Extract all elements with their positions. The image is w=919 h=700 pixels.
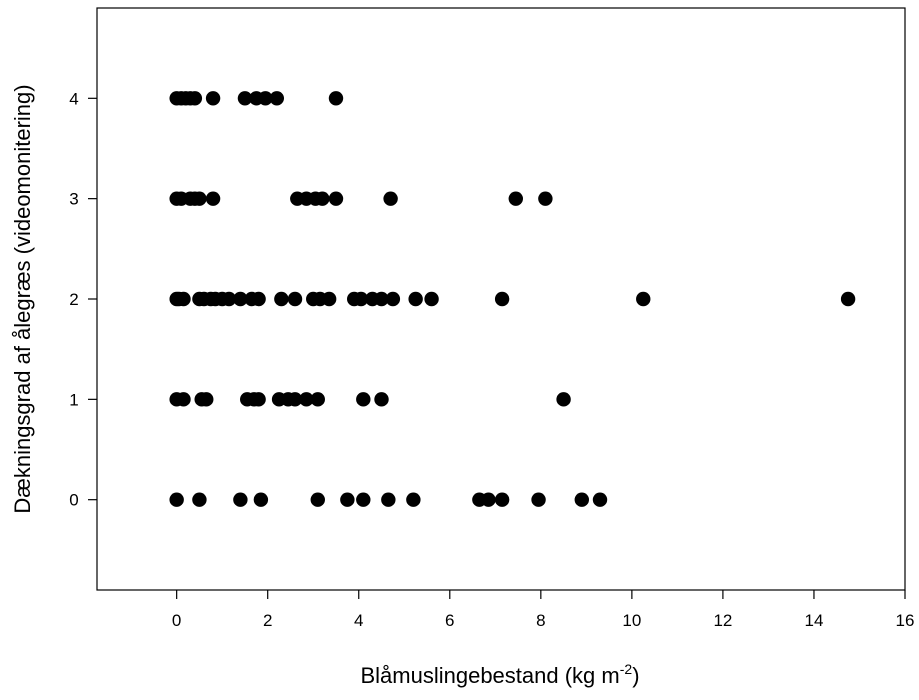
data-point xyxy=(592,492,608,507)
data-point xyxy=(258,91,273,106)
data-point xyxy=(251,392,266,407)
data-point xyxy=(383,191,398,206)
data-point xyxy=(269,91,285,106)
data-point xyxy=(353,291,369,307)
data-point xyxy=(199,392,214,407)
data-point xyxy=(556,392,571,407)
data-point xyxy=(494,492,510,507)
x-tick-label: 2 xyxy=(263,611,272,630)
data-point xyxy=(381,492,396,507)
x-tick-label: 4 xyxy=(354,611,363,630)
x-axis: 0 2 4 6 8 10 12 14 16 xyxy=(172,590,915,630)
x-tick-label: 8 xyxy=(536,611,545,630)
data-point xyxy=(356,492,371,507)
x-tick-label: 12 xyxy=(713,611,732,630)
data-point xyxy=(310,492,325,507)
data-point xyxy=(205,191,221,206)
data-point xyxy=(636,291,651,307)
data-point xyxy=(169,492,184,507)
data-point xyxy=(328,191,344,206)
y-axis: 0 1 2 3 4 xyxy=(69,89,97,510)
data-points xyxy=(169,91,856,507)
x-tick-label: 0 xyxy=(172,611,181,630)
data-point xyxy=(251,291,266,307)
y-tick-label: 1 xyxy=(69,390,78,409)
x-tick-label: 6 xyxy=(445,611,454,630)
data-point xyxy=(287,392,303,407)
data-point xyxy=(508,191,523,206)
data-point xyxy=(531,492,546,507)
data-point xyxy=(374,392,389,407)
y-axis-title: Dækningsgrad af ålegræs (videomonitering… xyxy=(10,84,35,513)
data-point xyxy=(187,91,203,106)
data-point xyxy=(408,291,423,307)
data-point xyxy=(299,392,314,407)
data-point xyxy=(385,291,401,307)
data-point xyxy=(494,291,510,307)
data-point xyxy=(274,291,289,307)
data-point xyxy=(287,291,303,307)
data-point xyxy=(192,492,207,507)
data-point xyxy=(424,291,439,307)
x-tick-label: 16 xyxy=(896,611,915,630)
data-point xyxy=(328,91,344,106)
y-tick-label: 3 xyxy=(69,190,78,209)
data-point xyxy=(406,492,421,507)
data-point xyxy=(176,392,191,407)
data-point xyxy=(253,492,269,507)
data-point xyxy=(315,191,330,206)
data-point xyxy=(374,291,389,307)
y-tick-label: 2 xyxy=(69,290,78,309)
x-axis-title: Blåmuslingebestand (kg m-2) xyxy=(360,661,639,688)
data-point xyxy=(221,291,237,307)
data-point xyxy=(176,291,191,307)
data-point xyxy=(310,392,325,407)
data-point xyxy=(233,291,248,307)
data-point xyxy=(233,492,248,507)
data-point xyxy=(574,492,589,507)
y-tick-label: 4 xyxy=(69,89,78,108)
x-tick-label: 10 xyxy=(622,611,641,630)
data-point xyxy=(481,492,496,507)
data-point xyxy=(356,392,371,407)
data-point xyxy=(321,291,337,307)
data-point xyxy=(340,492,355,507)
data-point xyxy=(205,91,221,106)
data-point xyxy=(237,91,253,106)
data-point xyxy=(538,191,553,206)
data-point xyxy=(840,291,856,307)
y-tick-label: 0 xyxy=(69,491,78,510)
x-tick-label: 14 xyxy=(804,611,823,630)
data-point xyxy=(192,191,207,206)
